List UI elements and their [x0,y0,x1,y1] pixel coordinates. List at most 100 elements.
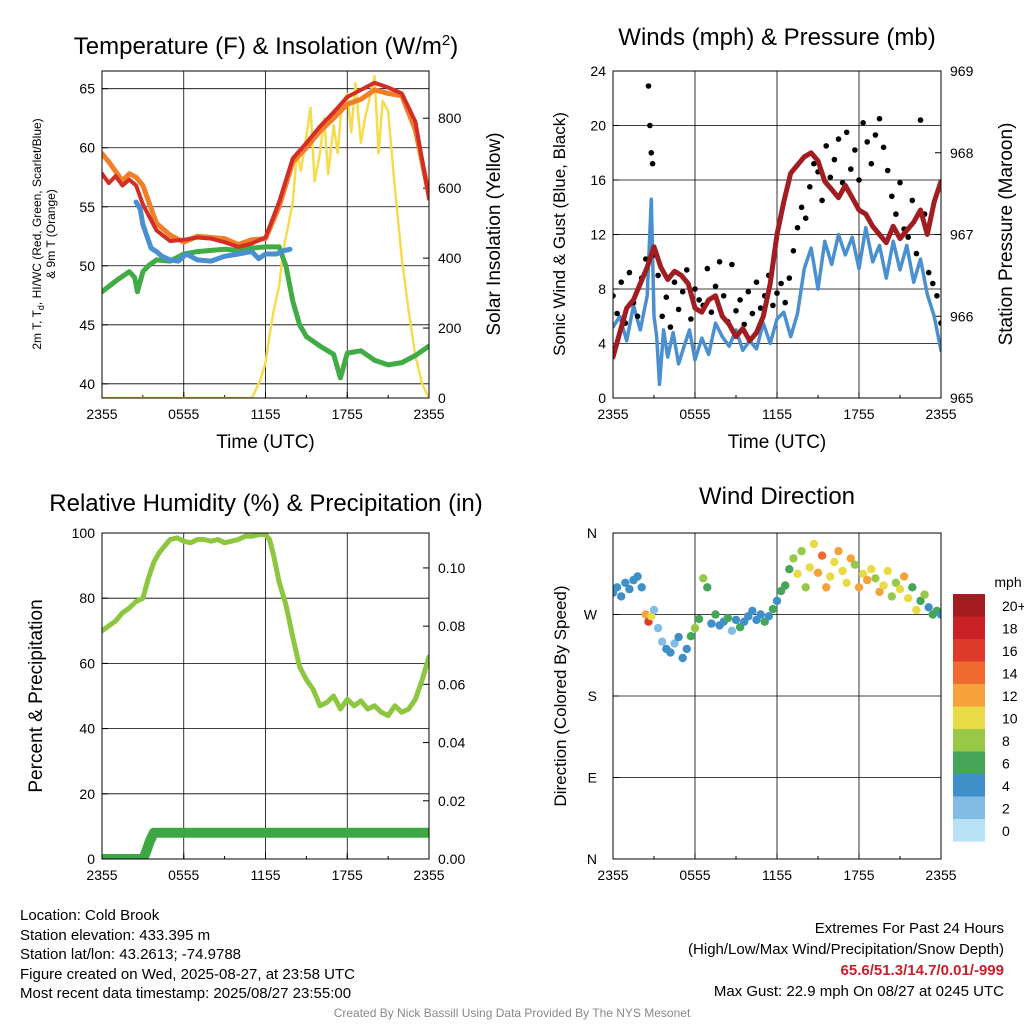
credit-text: Created By Nick Bassill Using Data Provi… [333,1006,691,1020]
direction-point [858,569,868,578]
legend-label: 8 [1002,733,1010,749]
gust-point [938,320,941,326]
gust-point [647,122,653,129]
y-axis-label-sub: d [36,305,46,310]
legend-swatch [953,639,985,662]
created-text: Figure created on Wed, 2025-08-27, at 23… [20,965,355,983]
gust-point [684,267,690,273]
y-tick-label: S [588,688,597,704]
y2-tick-label: 967 [950,227,974,243]
extremes-info: Extremes For Past 24 Hours (High/Low/Max… [688,918,1004,1002]
direction-point [871,574,880,583]
y-tick-label: N [587,525,597,541]
direction-point [617,592,626,601]
legend-swatch [953,661,985,684]
gust-point [823,143,829,149]
gust-point [753,279,760,286]
gust-point [659,313,665,320]
gust-point [848,166,854,172]
legend-title: mph [994,574,1021,590]
x-tick-label: 2355 [413,406,444,422]
y-tick-label: 20 [590,118,606,134]
direction-point [920,590,929,599]
gust-point [934,293,940,299]
gust-point [675,306,682,313]
x-tick-label: 2355 [413,867,444,883]
direction-point [625,584,634,594]
pressure-line [613,150,941,360]
chart-title: Wind Direction [699,483,855,510]
precipitation-line [102,827,429,859]
dewpoint-line [102,244,429,381]
gust-point [696,297,702,303]
direction-point [703,583,712,592]
y2-tick-label: 0.08 [438,618,465,634]
y-tick-label: 4 [598,336,606,352]
gust-point [671,279,678,286]
gust-point [618,279,624,286]
y-tick-label: E [588,770,597,786]
gust-point [679,288,686,295]
x-tick-label: 1155 [762,406,792,422]
gust-point [716,259,723,265]
x-axis-label: Time (UTC) [728,432,827,453]
gust-point [663,294,670,301]
winds-panel: 2355 0555 1155 1755 2355 Time (UTC) 0 4 8 12 16 20 2… [550,24,1017,453]
direction-point [621,578,630,587]
legend-label: 16 [1002,643,1018,659]
direction-point [822,583,831,592]
direction-point [789,554,798,563]
gust-point [655,272,661,279]
direction-point [727,626,737,635]
y-tick-label: 65 [79,81,95,97]
extremes-title: Extremes For Past 24 Hours [814,920,1004,937]
y2-tick-label: 966 [950,308,974,324]
direction-point [899,572,909,581]
direction-point [895,584,905,594]
chart-title: Winds (mph) & Pressure (mb) [618,24,935,51]
direction-point [686,632,696,641]
direction-point [883,566,892,576]
y-tick-label: 80 [79,590,95,606]
legend-swatch [953,751,985,774]
legend-swatch [953,616,985,639]
y-tick-label: 60 [79,655,95,671]
y2-tick-label: 600 [438,180,462,196]
y-axis-label-line1: 2m T, Td, HI/WC (Red, Green, Scarlet/Blu… [30,118,46,349]
direction-point [838,566,847,576]
gust-point [889,193,895,200]
gust-point [819,197,825,204]
gust-point [770,302,776,309]
gust-point [626,269,633,276]
y-tick-label: 8 [598,281,606,297]
y-tick-label: 40 [79,721,95,737]
x-tick-label: 1155 [250,867,280,883]
gust-point [786,275,793,281]
y-tick-label: 45 [79,317,95,333]
x-tick-label: 1155 [250,406,280,422]
gust-point [897,179,903,186]
gust-point [843,129,850,136]
direction-point [867,565,876,574]
gust-point [872,132,879,138]
x-tick-label: 1755 [332,867,363,883]
direction-point [801,583,810,592]
gust-point [692,286,698,292]
direction-point [678,653,687,663]
winds-frame [612,70,942,399]
direction-point [674,632,683,642]
gust-point [790,248,797,254]
direction-point [748,606,757,616]
x-axis-label: Time (UTC) [216,432,315,453]
temp-9m-line [102,87,429,247]
direction-point [772,596,782,606]
chart-title-main: Temperature (F) & Insolation (W/m [74,33,442,60]
legend-swatch [953,594,985,617]
direction-point [916,596,925,606]
direction-point [908,583,917,592]
gust-point [807,184,813,190]
gust-point [880,144,887,151]
chart-title: Temperature (F) & Insolation (W/m2) [74,32,458,60]
x-tick-label: 0555 [679,406,710,422]
